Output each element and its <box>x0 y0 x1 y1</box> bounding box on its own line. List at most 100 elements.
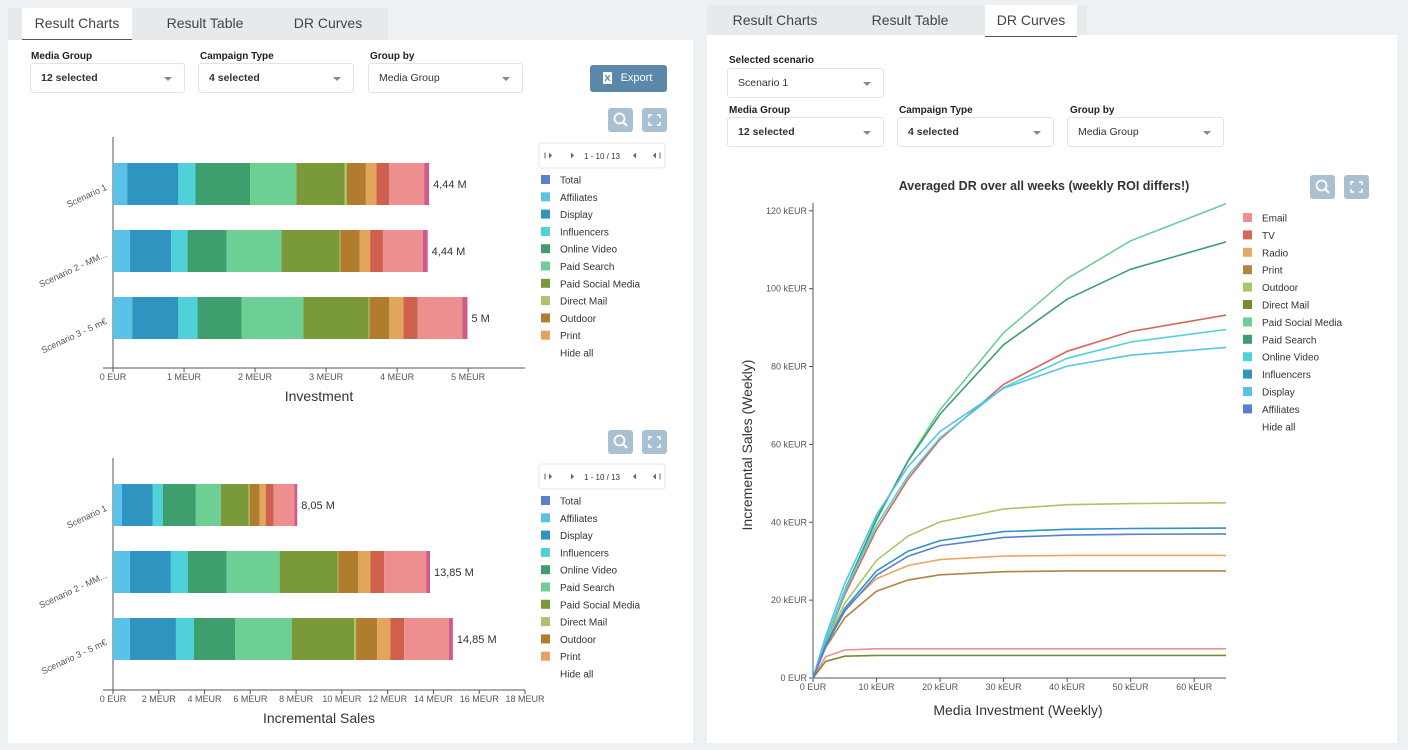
bar-segment <box>354 618 357 660</box>
dropdown[interactable]: 4 selected <box>897 117 1054 147</box>
dropdown[interactable]: 12 selected <box>727 117 884 147</box>
bar-segment <box>195 484 221 526</box>
dropdown[interactable]: Scenario 1 <box>727 68 884 98</box>
legend-label[interactable]: Paid Social Media <box>560 279 640 290</box>
legend-label[interactable]: Display <box>1262 388 1295 399</box>
tab[interactable]: Result Charts <box>22 8 132 40</box>
fullscreen-button[interactable] <box>642 430 667 454</box>
legend-label[interactable]: Influencers <box>1262 370 1311 381</box>
pager-arrow[interactable] <box>633 473 636 480</box>
legend-label[interactable]: Online Video <box>560 566 618 577</box>
legend-label[interactable]: Affiliates <box>1262 405 1300 416</box>
line <box>812 241 1227 679</box>
dropdown[interactable]: 12 selected <box>30 63 185 93</box>
legend-label[interactable]: Paid Social Media <box>560 600 640 611</box>
legend-label[interactable]: Total <box>560 497 581 508</box>
zoom-button[interactable] <box>1310 175 1335 199</box>
zoom-button[interactable] <box>608 108 633 132</box>
line <box>812 346 1227 679</box>
tab[interactable]: Result Table <box>871 12 949 28</box>
bar-segment <box>130 230 172 272</box>
legend-label[interactable]: Influencers <box>560 227 609 238</box>
legend-label[interactable]: Email <box>1262 214 1287 225</box>
pager-arrow[interactable] <box>633 152 636 159</box>
legend-label[interactable]: Print <box>1262 266 1283 277</box>
legend-label[interactable]: Online Video <box>1262 353 1320 364</box>
line <box>812 527 1227 679</box>
legend-swatch <box>541 330 550 340</box>
legend-label[interactable]: Print <box>560 331 581 342</box>
bar-segment <box>403 297 418 339</box>
bar-segment <box>127 163 179 205</box>
bar-segment <box>377 618 391 660</box>
dropdown[interactable]: Media Group <box>1067 117 1224 147</box>
pager-arrow[interactable] <box>571 473 574 480</box>
legend-swatch <box>1243 230 1252 240</box>
legend-hide-all[interactable]: Hide all <box>560 349 593 360</box>
legend-label[interactable]: Paid Search <box>560 583 614 594</box>
legend-label[interactable]: TV <box>1262 231 1275 242</box>
legend-label[interactable]: Display <box>560 210 593 221</box>
legend-label[interactable]: Radio <box>1262 248 1289 259</box>
bar-segment <box>303 297 369 339</box>
legend-swatch <box>541 313 550 323</box>
bar-segment <box>170 551 188 593</box>
bar-segment <box>291 618 355 660</box>
legend-label[interactable]: Affiliates <box>560 514 598 525</box>
legend-label[interactable]: Paid Search <box>560 262 614 273</box>
bar-segment <box>426 551 431 593</box>
x-tick-label: 3 MEUR <box>309 372 344 382</box>
export-button[interactable]: Export <box>590 65 667 92</box>
legend-label[interactable]: Affiliates <box>560 193 598 204</box>
legend-label[interactable]: Print <box>560 652 581 663</box>
legend-swatch <box>541 565 550 575</box>
bar-segment <box>359 230 371 272</box>
zoom-icon <box>622 443 628 449</box>
legend-swatch <box>541 599 550 609</box>
x-tick-label: 4 MEUR <box>188 694 223 704</box>
legend-label[interactable]: Direct Mail <box>560 618 607 629</box>
dropdown[interactable]: 4 selected <box>198 63 354 93</box>
bar-segment <box>234 618 292 660</box>
bar-segment <box>113 230 131 272</box>
legend-label[interactable]: Outdoor <box>1262 283 1299 294</box>
legend-swatch <box>541 209 550 219</box>
legend-hide-all[interactable]: Hide all <box>560 670 593 681</box>
dropdown[interactable]: Media Group <box>368 63 523 93</box>
legend-swatch <box>541 296 550 306</box>
legend-label[interactable]: Display <box>560 531 593 542</box>
tab[interactable]: Result Charts <box>732 12 818 28</box>
bar-segment <box>294 484 298 526</box>
x-axis-title: Incremental Sales <box>263 710 375 726</box>
fullscreen-button[interactable] <box>642 108 667 132</box>
tab[interactable]: DR Curves <box>293 15 363 31</box>
y-tick-label: 40 kEUR <box>771 517 808 527</box>
tab[interactable]: Result Table <box>166 15 244 31</box>
legend-label[interactable]: Direct Mail <box>1262 301 1309 312</box>
pager-arrow[interactable] <box>549 152 552 159</box>
legend-label[interactable]: Online Video <box>560 245 618 256</box>
pager-arrow[interactable] <box>653 473 656 480</box>
bar-segment <box>344 163 347 205</box>
legend-label[interactable]: Outdoor <box>560 314 597 325</box>
legend-hide-all[interactable]: Hide all <box>1262 422 1295 433</box>
legend-label[interactable]: Paid Social Media <box>1262 318 1342 329</box>
bar-segment <box>249 484 260 526</box>
legend-label[interactable]: Influencers <box>560 548 609 559</box>
zoom-button[interactable] <box>608 430 633 454</box>
bar-segment <box>389 163 425 205</box>
x-tick-label: 40 kEUR <box>1049 682 1086 692</box>
tab[interactable]: DR Curves <box>985 5 1077 37</box>
category-label: Scenario 1 <box>65 182 108 209</box>
legend-label[interactable]: Outdoor <box>560 635 597 646</box>
fullscreen-button[interactable] <box>1344 175 1369 199</box>
pager-arrow[interactable] <box>653 152 656 159</box>
x-tick-label: 8 MEUR <box>279 694 314 704</box>
legend-label[interactable]: Paid Search <box>1262 335 1316 346</box>
legend-label[interactable]: Direct Mail <box>560 297 607 308</box>
legend-label[interactable]: Total <box>560 176 581 187</box>
pager-arrow[interactable] <box>549 473 552 480</box>
legend-swatch <box>541 513 550 523</box>
pager-arrow[interactable] <box>571 152 574 159</box>
